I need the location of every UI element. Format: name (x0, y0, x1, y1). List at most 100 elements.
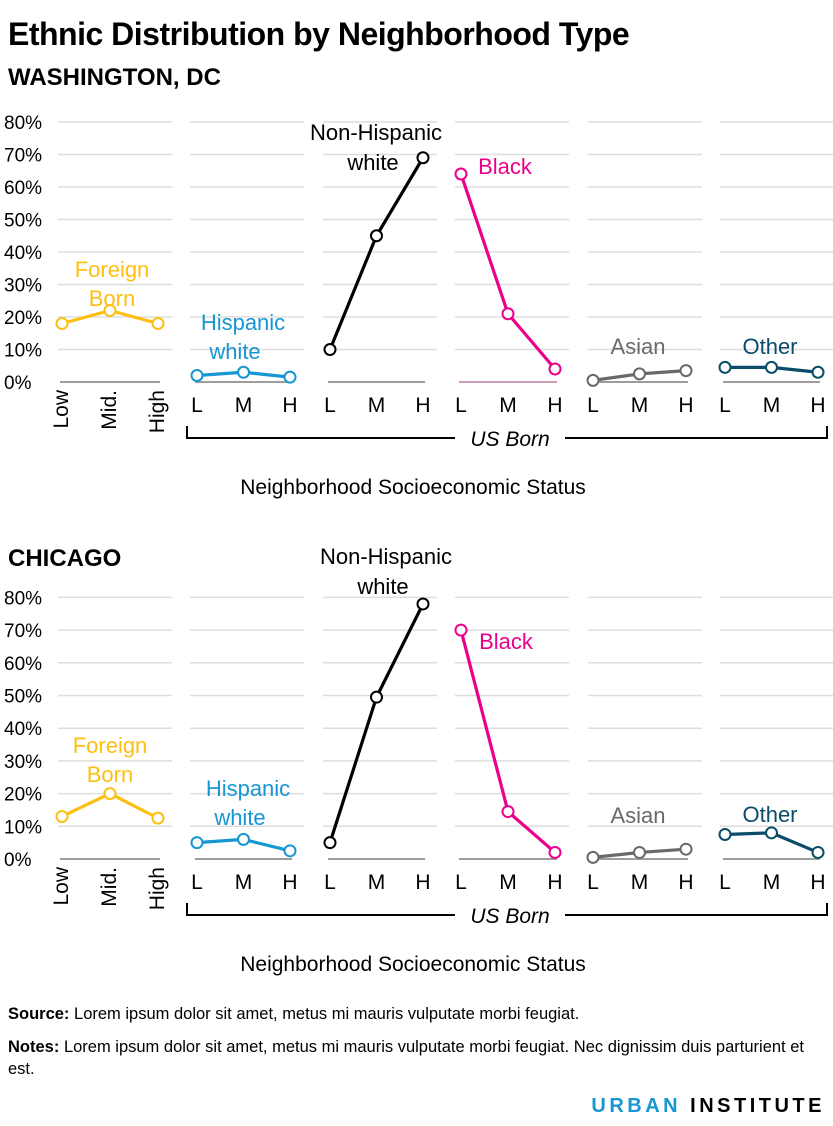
washington-chart: 80% 70% 60% 50% 40% 30% 20% 10% 0% Foreign Born Low… (4, 113, 833, 499)
series-label-foreign-born: Foreign Born (73, 733, 148, 787)
page-title: Ethnic Distribution by Neighborhood Type (8, 16, 630, 52)
data-point-hispanic-white (283, 370, 297, 384)
data-point-non-hispanic-white (370, 229, 383, 243)
data-point-black (501, 307, 515, 321)
source-label: Source: (8, 1005, 70, 1023)
series-label-hispanic-white: Hispanic white (201, 310, 285, 364)
x-tick-label: H (415, 871, 430, 894)
data-point-non-hispanic-white (323, 836, 337, 850)
x-tick-label: M (631, 871, 649, 894)
y-tick-label: 20% (4, 785, 42, 806)
x-tick-label: M (499, 394, 517, 417)
x-tick-label: H (810, 871, 825, 894)
notes-text: Lorem ipsum dolor sit amet, metus mi mau… (8, 1038, 804, 1078)
data-point-non-hispanic-white (323, 343, 337, 356)
y-tick-label: 30% (4, 276, 42, 297)
x-tick-label: L (191, 871, 203, 894)
series-label-other: Other (742, 802, 797, 827)
x-tick-label: H (678, 871, 693, 894)
x-tick-label: M (499, 871, 517, 894)
data-point-foreign-born (55, 317, 69, 330)
data-point-asian (633, 367, 646, 381)
data-point-asian (679, 842, 693, 856)
x-tick-label: H (810, 394, 825, 417)
urban-institute-logo: URBAN INSTITUTE (591, 1095, 825, 1118)
logo-institute: INSTITUTE (690, 1095, 825, 1117)
series-line-black (459, 173, 557, 371)
series-label-asian: Asian (610, 334, 665, 359)
data-point-other (811, 845, 825, 859)
chicago-chart: 80% 70% 60% 50% 40% 30% 20% 10% 0% Foreign Born Low… (4, 544, 833, 976)
data-point-black (454, 623, 468, 637)
x-tick-label: H (547, 871, 562, 894)
series-label-black: Black (478, 154, 533, 179)
x-tick-label: Mid. (98, 867, 121, 907)
data-point-other (718, 827, 732, 841)
data-point-other (718, 360, 732, 374)
x-tick-label: M (235, 871, 253, 894)
x-tick-label: L (719, 394, 731, 417)
x-tick-label: Mid. (98, 390, 121, 430)
data-point-black (548, 845, 562, 859)
data-point-hispanic-white (237, 365, 250, 379)
x-tick-label: L (324, 394, 336, 417)
data-point-hispanic-white (237, 832, 250, 846)
x-tick-label: M (763, 871, 781, 894)
x-tick-label: L (587, 871, 599, 894)
series-label-black: Black (479, 629, 534, 654)
series-line-non-hispanic-white (328, 603, 425, 844)
x-tick-label: Low (50, 389, 73, 428)
us-born-label: US Born (470, 428, 549, 451)
us-born-label: US Born (470, 905, 549, 928)
x-tick-label: H (282, 394, 297, 417)
y-tick-label: 70% (4, 146, 42, 167)
x-tick-label: M (368, 394, 386, 417)
x-tick-label: H (415, 394, 430, 417)
x-tick-label: L (191, 394, 203, 417)
x-tick-label: M (631, 394, 649, 417)
data-point-hispanic-white (190, 369, 204, 382)
y-tick-label: 10% (4, 817, 42, 838)
notes-label: Notes: (8, 1038, 60, 1056)
x-tick-label: M (235, 394, 253, 417)
x-tick-label: L (587, 394, 599, 417)
y-tick-label: 50% (4, 687, 42, 708)
series-label-non-hispanic-white: Non-Hispanic white (310, 120, 442, 175)
data-point-non-hispanic-white (370, 690, 383, 704)
y-tick-label: 30% (4, 752, 42, 773)
logo-urban: URBAN (591, 1095, 682, 1117)
y-tick-label: 0% (4, 850, 32, 871)
data-point-foreign-born (103, 304, 117, 317)
y-tick-label: 60% (4, 654, 42, 675)
series-label-foreign-born: Foreign Born (75, 257, 150, 311)
notes: Notes: Lorem ipsum dolor sit amet, metus… (8, 1036, 825, 1080)
y-tick-label: 20% (4, 308, 42, 329)
data-point-foreign-born (151, 317, 165, 330)
data-point-asian (586, 850, 600, 864)
x-tick-label: L (719, 871, 731, 894)
y-tick-label: 40% (4, 719, 42, 740)
data-point-black (454, 167, 468, 181)
x-axis-title: Neighborhood Socioeconomic Status (240, 476, 586, 499)
data-point-non-hispanic-white (416, 597, 430, 611)
chart-label-chicago: CHICAGO (8, 545, 122, 572)
data-point-foreign-born (151, 811, 165, 825)
x-axis-title: Neighborhood Socioeconomic Status (240, 953, 586, 976)
us-born-bracket (186, 426, 828, 439)
source-note: Source: Lorem ipsum dolor sit amet, metu… (8, 1003, 825, 1025)
data-point-asian (586, 373, 600, 387)
y-tick-label: 0% (4, 373, 32, 394)
data-point-hispanic-white (283, 844, 297, 858)
x-tick-label: H (282, 871, 297, 894)
data-point-other (765, 360, 778, 374)
series-label-asian: Asian (610, 803, 665, 828)
y-tick-label: 40% (4, 243, 42, 264)
x-tick-label: L (324, 871, 336, 894)
y-tick-label: 80% (4, 588, 42, 609)
series-label-other: Other (742, 334, 797, 359)
x-tick-label: M (368, 871, 386, 894)
x-tick-label: L (455, 871, 467, 894)
series-label-hispanic-white: Hispanic white (206, 776, 290, 830)
data-point-black (501, 805, 515, 819)
data-point-asian (679, 364, 693, 378)
